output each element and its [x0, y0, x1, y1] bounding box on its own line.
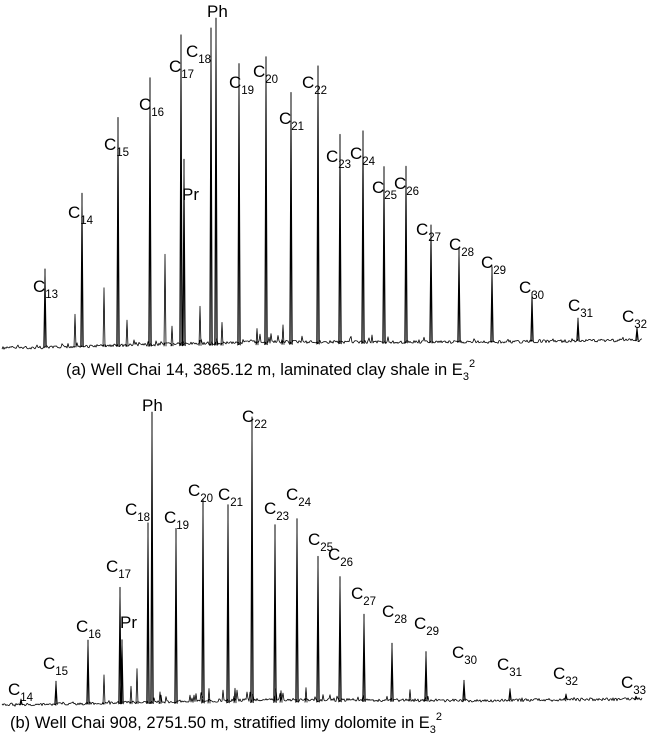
peak-label-c20: C20 — [253, 62, 278, 86]
panel-caption: (a) Well Chai 14, 3865.12 m, laminated c… — [66, 358, 475, 383]
peak-label-c19: C19 — [229, 73, 254, 97]
peak-label-c32: C32 — [553, 664, 578, 688]
peak-label-ph: Ph — [142, 396, 163, 415]
peak-label-c16: C16 — [76, 617, 101, 641]
peak-label-c30: C30 — [519, 278, 544, 302]
peak-label-c18: C18 — [125, 500, 150, 524]
peak-label-c17: C17 — [106, 557, 131, 581]
peak-label-c21: C21 — [218, 485, 243, 509]
peak-label-c26: C26 — [394, 174, 419, 198]
peak-label-c25: C25 — [372, 178, 397, 202]
peak-label-c20: C20 — [188, 481, 213, 505]
peak-label-c31: C31 — [568, 296, 593, 320]
peak-label-c18: C18 — [186, 42, 211, 66]
peak-label-c21: C21 — [279, 109, 304, 133]
peak-label-c23: C23 — [326, 147, 351, 171]
peak-label-c22: C22 — [302, 73, 327, 97]
peak-label-c14: C14 — [8, 680, 34, 704]
peak-label-c27: C27 — [351, 584, 376, 608]
peak-label-c24: C24 — [350, 144, 376, 168]
peak-label-ph: Ph — [207, 2, 228, 21]
peak-label-c29: C29 — [481, 253, 506, 277]
peak-label-c29: C29 — [414, 614, 439, 638]
peak-label-c25: C25 — [308, 530, 333, 554]
peak-label-c15: C15 — [43, 654, 68, 678]
peak-label-c30: C30 — [452, 643, 477, 667]
peak-label-c26: C26 — [328, 545, 353, 569]
peak-label-c14: C14 — [68, 203, 94, 227]
peak-label-c32: C32 — [622, 307, 647, 331]
peak-label-c22: C22 — [242, 407, 267, 431]
panel-caption: (b) Well Chai 908, 2751.50 m, stratified… — [10, 711, 442, 736]
peak-label-pr: Pr — [182, 185, 199, 204]
peak-label-c19: C19 — [164, 508, 189, 532]
peak-label-c24: C24 — [286, 485, 312, 509]
peak-label-c13: C13 — [33, 277, 58, 301]
peak-label-c33: C33 — [621, 673, 646, 697]
peak-label-c15: C15 — [104, 135, 129, 159]
chromatogram-trace — [1, 17, 643, 350]
peak-label-c17: C17 — [169, 57, 194, 81]
peak-label-c28: C28 — [382, 602, 407, 626]
peak-label-c27: C27 — [416, 220, 441, 244]
peak-label-pr: Pr — [120, 613, 137, 632]
peak-label-c16: C16 — [139, 95, 164, 119]
peak-label-c23: C23 — [264, 499, 289, 523]
chromatogram-trace — [1, 411, 643, 707]
peak-label-c28: C28 — [449, 235, 474, 259]
peak-label-c31: C31 — [497, 655, 522, 679]
